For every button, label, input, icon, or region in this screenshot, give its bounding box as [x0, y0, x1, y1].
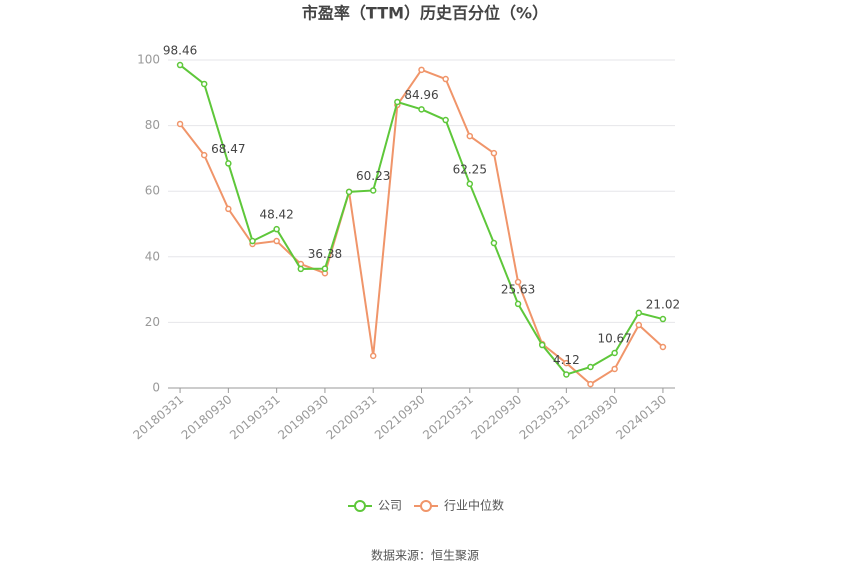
- y-tick-label: 100: [137, 53, 160, 67]
- x-tick-label: 20190331: [227, 392, 283, 442]
- point: [418, 66, 425, 74]
- point: [369, 352, 377, 360]
- data-label: 4.12: [553, 353, 580, 367]
- data-label: 10.67: [597, 332, 631, 346]
- point: [442, 75, 449, 83]
- point: [611, 349, 618, 357]
- data-label: 25.63: [501, 282, 535, 296]
- point: [466, 180, 474, 188]
- point: [563, 359, 570, 367]
- point: [490, 149, 498, 157]
- legend-marker: [420, 500, 432, 512]
- point: [514, 300, 522, 308]
- point: [249, 237, 256, 245]
- point: [394, 98, 401, 106]
- point: [176, 120, 184, 128]
- point: [514, 278, 522, 286]
- x-tick-label: 20190930: [275, 392, 331, 442]
- x-tick-label: 20200331: [324, 392, 380, 442]
- point: [611, 365, 618, 373]
- legend-label: 行业中位数: [444, 498, 504, 513]
- data-label: 98.46: [163, 44, 197, 58]
- data-label: 84.96: [404, 88, 438, 102]
- x-tick-label: 20230930: [565, 392, 621, 442]
- point: [659, 343, 667, 351]
- chart-title: 市盈率（TTM）历史百分位（%）: [302, 4, 548, 23]
- point: [442, 116, 449, 124]
- point: [563, 371, 570, 378]
- data-label: 36.38: [308, 247, 342, 261]
- point: [587, 380, 594, 388]
- x-tick-label: 20230331: [517, 392, 573, 442]
- data-label: 21.02: [646, 298, 680, 312]
- x-tick-label: 20180331: [130, 392, 186, 442]
- x-tick-label: 20220930: [468, 392, 524, 442]
- y-tick-label: 80: [145, 118, 160, 132]
- point: [345, 188, 353, 196]
- point: [418, 106, 425, 113]
- point: [659, 315, 667, 323]
- point: [635, 321, 643, 329]
- y-tick-label: 0: [152, 381, 160, 395]
- point: [321, 265, 329, 272]
- point: [273, 225, 280, 233]
- y-tick-label: 20: [145, 315, 160, 329]
- y-tick-label: 60: [145, 184, 160, 198]
- legend-marker: [354, 500, 366, 512]
- point: [225, 160, 232, 167]
- point: [297, 265, 305, 273]
- data-label: 62.25: [453, 162, 487, 176]
- x-tick-label: 20180930: [179, 392, 235, 442]
- point: [200, 80, 208, 88]
- point: [538, 341, 546, 349]
- source: 数据来源：恒生聚源: [371, 548, 479, 563]
- point: [635, 309, 643, 317]
- point: [176, 61, 184, 69]
- data-label: 68.47: [211, 142, 245, 156]
- point: [490, 239, 498, 247]
- x-tick-label: 20210930: [372, 392, 428, 442]
- point: [466, 132, 474, 140]
- point: [225, 205, 232, 213]
- x-tick-label: 20220331: [420, 392, 476, 442]
- point: [200, 151, 208, 159]
- legend-label: 公司: [378, 499, 402, 513]
- point: [587, 363, 594, 371]
- point: [369, 187, 377, 194]
- y-tick-label: 40: [145, 249, 160, 263]
- point: [273, 237, 280, 245]
- series-line: [179, 68, 664, 386]
- data-label: 60.23: [356, 169, 390, 183]
- x-tick-label: 20240130: [613, 392, 669, 442]
- data-label: 48.42: [259, 208, 293, 222]
